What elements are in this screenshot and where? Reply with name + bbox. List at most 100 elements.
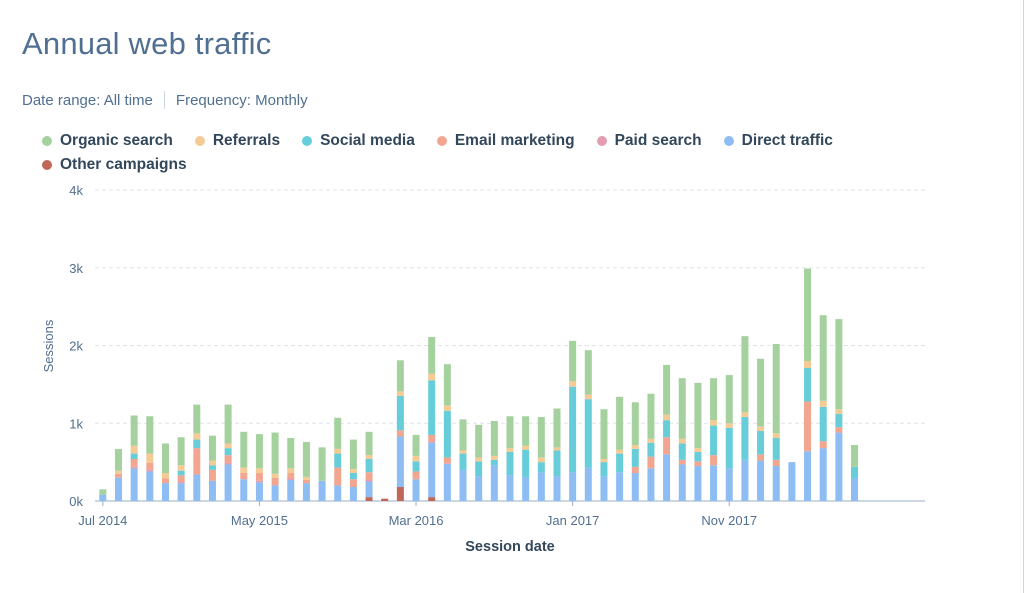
bar-referrals: [490, 455, 498, 460]
y-tick-label: 2k: [69, 339, 83, 354]
legend-item-direct[interactable]: Direct traffic: [723, 132, 833, 150]
bar-social: [553, 450, 561, 477]
bar-organic: [443, 364, 451, 406]
bar-organic: [334, 417, 342, 449]
bar-referrals: [741, 412, 749, 418]
page-title: Annual web traffic: [22, 26, 272, 61]
bar-referrals: [819, 400, 827, 407]
y-tick-label: 4k: [69, 183, 83, 198]
bar-social: [428, 380, 436, 435]
bar-referrals: [663, 414, 671, 421]
bar-direct: [569, 472, 577, 501]
legend-swatch-social: [302, 136, 313, 146]
bar-email: [710, 455, 718, 466]
bar-direct: [835, 432, 843, 501]
bar-social: [725, 427, 733, 469]
bar-referrals: [177, 465, 185, 471]
bar-referrals: [678, 438, 686, 444]
bar-email: [443, 457, 451, 464]
x-tick-label: Jan 2017: [546, 513, 600, 528]
x-axis-title: Session date: [465, 539, 554, 555]
bar-referrals: [130, 445, 138, 454]
bar-paid: [365, 480, 373, 482]
bar-referrals: [114, 470, 122, 474]
bar-direct: [161, 483, 169, 501]
bar-referrals: [506, 448, 514, 453]
bar-social: [819, 406, 827, 442]
bar-organic: [255, 434, 263, 469]
bar-referrals: [443, 405, 451, 411]
bar-social: [349, 473, 357, 480]
bar-social: [694, 452, 702, 462]
bar-email: [835, 427, 843, 433]
bar-organic: [428, 336, 436, 374]
bar-paid: [224, 462, 232, 465]
legend-item-email[interactable]: Email marketing: [436, 132, 575, 150]
date-range-filter[interactable]: Date range: All time: [22, 91, 153, 109]
bar-direct: [506, 475, 514, 501]
bar-organic: [271, 432, 279, 474]
bar-organic: [161, 443, 169, 474]
bar-direct: [365, 481, 373, 498]
bar-direct: [349, 487, 357, 501]
legend-item-paid[interactable]: Paid search: [596, 132, 702, 150]
bar-organic: [146, 416, 154, 454]
bar-direct: [302, 483, 310, 501]
bar-social: [224, 448, 232, 456]
bar-organic: [130, 415, 138, 446]
bar-referrals: [224, 443, 232, 449]
legend-item-referrals[interactable]: Referrals: [194, 132, 280, 150]
bar-direct: [522, 476, 530, 501]
legend-swatch-referrals: [194, 136, 205, 146]
bar-email: [365, 472, 373, 480]
bar-social: [678, 443, 686, 460]
bar-direct: [741, 459, 749, 501]
legend-item-other[interactable]: Other campaigns: [42, 156, 187, 174]
bar-organic: [741, 336, 749, 413]
bar-social: [130, 453, 138, 460]
bar-direct: [788, 462, 796, 502]
bar-organic: [240, 431, 248, 468]
legend-swatch-organic: [42, 136, 52, 146]
bar-direct: [631, 473, 639, 501]
bar-social: [804, 368, 812, 402]
bar-direct: [146, 471, 154, 501]
bar-social: [710, 425, 718, 456]
bar-referrals: [255, 468, 263, 474]
frequency-filter[interactable]: Frequency: Monthly: [175, 91, 308, 109]
legend-item-social[interactable]: Social media: [302, 132, 415, 150]
bar-organic: [663, 364, 671, 415]
bar-referrals: [302, 476, 310, 481]
bar-email: [255, 473, 263, 481]
bar-social: [396, 396, 404, 431]
bar-direct: [318, 480, 326, 501]
bar-referrals: [396, 391, 404, 397]
bar-direct: [255, 482, 263, 501]
filter-bar: Date range: All time Frequency: Monthly: [22, 91, 308, 109]
bar-social: [443, 410, 451, 458]
bar-organic: [412, 434, 420, 456]
bar-referrals: [537, 457, 545, 463]
legend-item-organic[interactable]: Organic search: [42, 132, 173, 150]
bar-email: [804, 401, 812, 452]
bar-organic: [631, 402, 639, 446]
y-axis-title: Sessions: [41, 319, 56, 372]
bar-organic: [757, 358, 765, 427]
bar-direct: [537, 472, 545, 501]
bar-direct: [271, 485, 279, 501]
bar-email: [678, 459, 686, 465]
bar-referrals: [804, 361, 812, 369]
bar-email: [663, 437, 671, 455]
bar-organic: [569, 340, 577, 382]
x-tick-label: Mar 2016: [389, 513, 444, 528]
bar-referrals: [240, 467, 248, 474]
bar-referrals: [694, 448, 702, 453]
x-tick-label: May 2015: [231, 513, 288, 528]
bar-direct: [428, 442, 436, 498]
legend-label: Email marketing: [454, 132, 575, 149]
bar-direct: [616, 472, 624, 501]
bar-direct: [240, 479, 248, 501]
bar-email: [271, 477, 279, 486]
y-tick-label: 3k: [69, 261, 83, 276]
